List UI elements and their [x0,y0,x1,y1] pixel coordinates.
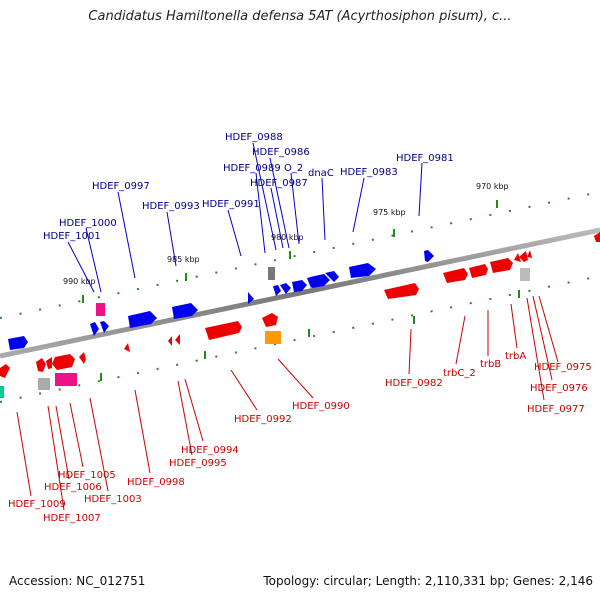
gene-label[interactable]: HDEF_0990 [292,401,350,412]
accession-text: Accession: NC_012751 [9,574,146,588]
gene-label[interactable]: HDEF_0987 [250,178,308,189]
gene-arrow-reverse [79,352,86,364]
gene-pink [55,373,77,386]
gene-label[interactable]: HDEF_1005 [58,470,116,481]
gene-arrow-reverse [519,251,528,262]
gene-orange [265,331,281,344]
scale-label-980: 980 kbp [271,233,304,242]
gene-label[interactable]: HDEF_0988 [225,132,283,143]
gene-label[interactable]: HDEF_0977 [527,404,585,415]
top-leader-lines [67,142,423,293]
scale-label-990: 990 kbp [63,277,96,286]
scale-label-970: 970 kbp [476,182,509,191]
gene-arrow-reverse [443,268,468,283]
gene-arrow-reverse [46,357,52,369]
top-gene-labels: HDEF_0988 HDEF_0986 HDEF_0989 O_2 HDEF_0… [43,132,454,242]
reverse-genes [0,232,600,378]
gene-label[interactable]: HDEF_0994 [181,445,239,456]
gene-arrow-reverse [262,313,278,327]
gene-arrow-reverse [205,321,242,340]
gene-label[interactable]: HDEF_0993 [142,201,200,212]
gene-arrow-forward [248,292,254,304]
gene-label[interactable]: HDEF_1003 [84,494,142,505]
gene-arrow-forward [100,321,109,333]
gene-arrow-reverse [490,258,513,273]
gene-label[interactable]: HDEF_0976 [530,383,588,394]
gene-arrow-reverse [514,253,521,262]
scale-label-975: 975 kbp [373,208,406,217]
gene-label[interactable]: trbB [480,359,501,370]
gene-pink [96,303,105,316]
gene-label[interactable]: HDEF_0986 [252,147,310,158]
bottom-leader-lines [16,295,559,511]
gene-arrow-forward [349,263,376,278]
gene-label[interactable]: HDEF_0982 [385,378,443,389]
gene-grey [520,268,530,281]
gene-arrow-reverse [52,354,75,370]
gene-label[interactable]: dnaC [308,168,334,179]
gene-arrow-reverse [384,283,419,299]
gene-arrow-reverse [175,334,180,345]
gene-label[interactable]: HDEF_0992 [234,414,292,425]
gene-label[interactable]: O_2 [284,163,303,174]
gene-arrow-forward [310,274,330,288]
gene-label[interactable]: HDEF_1006 [44,482,102,493]
gene-arrow-reverse [36,358,46,372]
gene-arrow-forward [424,250,434,262]
gene-grey [268,267,275,280]
gene-arrow-reverse [527,250,532,258]
gene-arrow-reverse [594,232,600,242]
gene-label[interactable]: trbC_2 [443,368,476,379]
gene-label[interactable]: HDEF_0975 [534,362,592,373]
gene-arrow-reverse [0,364,10,378]
gene-label[interactable]: HDEF_0998 [127,477,185,488]
gene-label[interactable]: HDEF_0991 [202,199,260,210]
forward-genes [8,250,434,350]
gene-arrow-reverse [168,336,172,346]
gene-teal [0,386,4,398]
gene-arrow-forward [325,271,339,282]
gene-label[interactable]: HDEF_1001 [43,231,101,242]
gene-arrow-forward [292,280,307,292]
gene-label[interactable]: HDEF_0995 [169,458,227,469]
gene-arrow-forward [172,303,198,319]
map-title: Candidatus Hamiltonella defensa 5AT (Acy… [88,9,512,24]
gene-arrow-reverse [469,264,488,278]
gene-arrow-forward [128,311,157,328]
major-ticks [82,200,520,381]
gene-label[interactable]: HDEF_1000 [59,218,117,229]
genome-backbone [0,227,600,359]
gene-label[interactable]: HDEF_0981 [396,153,454,164]
gene-label[interactable]: HDEF_0983 [340,167,398,178]
gene-arrow-forward [273,285,281,296]
gene-label[interactable]: HDEF_1009 [8,499,66,510]
gene-arrow-forward [90,322,99,336]
gene-label[interactable]: trbA [505,351,526,362]
upper-scale-line [0,191,600,319]
gene-label[interactable]: HDEF_1007 [43,513,101,524]
genome-summary-text: Topology: circular; Length: 2,110,331 bp… [263,574,593,588]
gene-arrow-forward [280,283,291,294]
gene-label[interactable]: HDEF_0997 [92,181,150,192]
gene-arrow-forward [8,336,28,350]
scale-label-985: 985 kbp [167,255,200,264]
gene-grey [38,378,50,390]
gene-label[interactable]: HDEF_0989 [223,163,281,174]
gene-arrow-reverse [124,343,130,352]
bottom-gene-labels: HDEF_0975 HDEF_0976 HDEF_0977 trbA trbB … [8,351,592,524]
